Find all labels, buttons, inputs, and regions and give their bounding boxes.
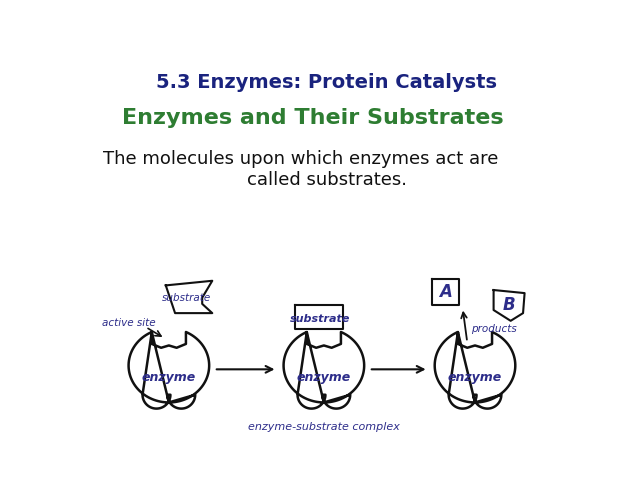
Text: enzyme: enzyme [142, 371, 196, 384]
Text: products: products [471, 323, 517, 333]
Text: The molecules upon which enzymes act are: The molecules upon which enzymes act are [103, 150, 498, 168]
Text: substrate: substrate [162, 294, 211, 304]
Text: enzyme: enzyme [297, 371, 351, 384]
Text: called substrates.: called substrates. [247, 171, 407, 189]
Text: B: B [503, 297, 516, 314]
Text: enzyme: enzyme [448, 371, 502, 384]
Text: Enzymes and Their Substrates: Enzymes and Their Substrates [122, 107, 504, 127]
Text: 5.3 Enzymes: Protein Catalysts: 5.3 Enzymes: Protein Catalysts [156, 73, 498, 92]
Text: A: A [439, 284, 452, 301]
Text: active site: active site [102, 318, 156, 328]
Text: substrate: substrate [290, 314, 350, 324]
Text: enzyme-substrate complex: enzyme-substrate complex [248, 422, 400, 432]
